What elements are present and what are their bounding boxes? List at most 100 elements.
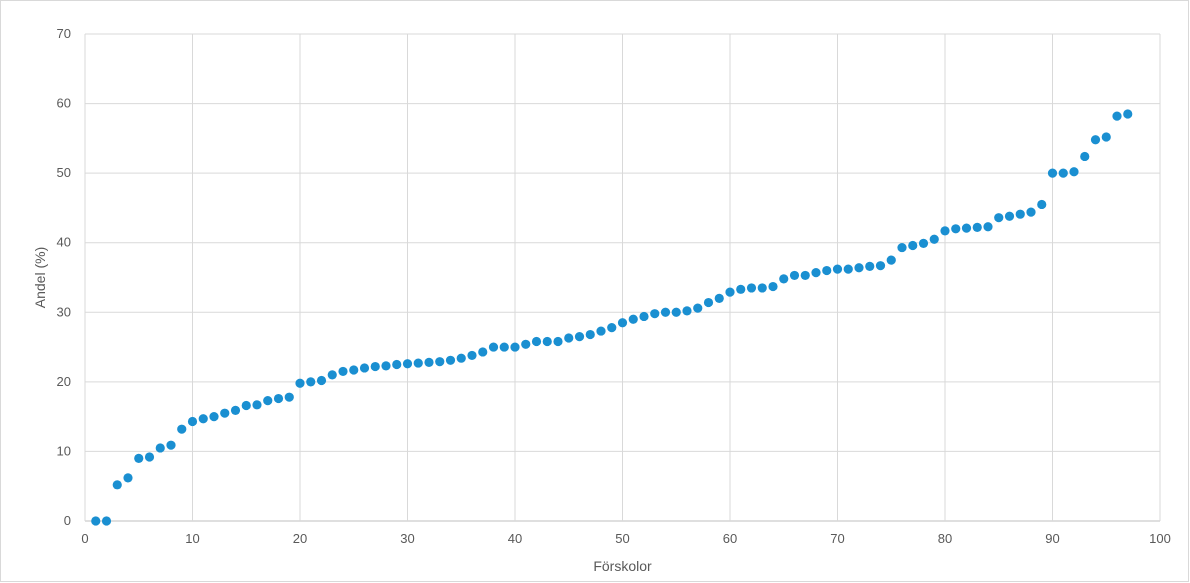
data-point	[413, 358, 423, 368]
data-point	[639, 311, 649, 322]
data-point	[435, 357, 445, 367]
data-point	[177, 424, 187, 434]
data-point	[757, 283, 767, 293]
data-point	[650, 309, 660, 319]
data-point	[381, 361, 391, 371]
data-point	[488, 342, 499, 352]
data-point	[564, 333, 574, 343]
y-tick-label: 50	[57, 165, 71, 180]
y-tick-label: 60	[57, 96, 71, 111]
data-point	[585, 329, 595, 340]
data-point	[134, 453, 144, 463]
x-tick-label: 80	[938, 531, 952, 546]
x-tick-label: 10	[185, 531, 199, 546]
data-point	[230, 405, 241, 415]
data-point	[252, 400, 262, 410]
data-point	[295, 378, 305, 388]
y-tick-label: 10	[57, 443, 71, 458]
data-point	[1058, 168, 1068, 178]
data-point	[349, 365, 359, 375]
data-point	[1015, 209, 1025, 219]
data-point	[961, 223, 972, 233]
x-tick-label: 60	[723, 531, 737, 546]
data-point	[994, 213, 1004, 223]
data-point	[703, 297, 714, 308]
data-point	[542, 336, 552, 347]
data-point	[370, 361, 380, 372]
data-point	[736, 284, 746, 294]
data-point	[779, 274, 789, 284]
data-point	[392, 359, 402, 370]
data-point	[510, 342, 520, 352]
data-point	[789, 270, 800, 281]
data-point	[1123, 109, 1133, 119]
data-point	[671, 307, 681, 317]
data-point	[155, 443, 165, 453]
data-point	[628, 314, 638, 324]
data-point	[951, 224, 961, 234]
data-point	[574, 332, 585, 342]
data-point	[832, 264, 843, 274]
data-point	[467, 350, 477, 361]
data-point	[144, 452, 155, 462]
data-point	[822, 265, 832, 276]
data-point	[886, 255, 896, 265]
data-point	[865, 261, 875, 271]
x-tick-label: 100	[1149, 531, 1171, 546]
data-point	[843, 264, 853, 274]
data-point	[1069, 167, 1079, 177]
data-point	[327, 370, 337, 380]
y-axis-title: Andel (%)	[32, 247, 48, 308]
data-point	[682, 306, 692, 316]
y-tick-label: 30	[57, 304, 71, 319]
data-point	[241, 400, 251, 411]
x-tick-label: 70	[830, 531, 844, 546]
data-point	[1101, 132, 1111, 142]
data-point	[338, 366, 348, 377]
data-point	[768, 281, 778, 292]
data-point	[187, 416, 198, 427]
x-tick-label: 40	[508, 531, 522, 546]
data-point	[478, 347, 488, 357]
data-point	[1037, 199, 1047, 210]
data-point	[972, 222, 982, 233]
data-point	[198, 414, 208, 424]
data-point	[359, 363, 370, 373]
data-point	[929, 234, 939, 244]
data-point	[101, 516, 112, 526]
x-tick-label: 0	[81, 531, 88, 546]
x-axis-title: Förskolor	[593, 558, 652, 574]
tick-labels: 0 10 20 30 40 50 60 70 0 10 20 30 40 50 60 70 80 90 100	[57, 26, 1171, 546]
y-tick-label: 20	[57, 374, 71, 389]
x-tick-label: 90	[1045, 531, 1059, 546]
data-point	[220, 408, 230, 418]
data-points	[91, 109, 1133, 526]
data-point	[263, 396, 273, 406]
gridlines	[84, 33, 1161, 522]
data-point	[424, 357, 434, 367]
data-point	[596, 326, 606, 336]
x-tick-label: 50	[615, 531, 629, 546]
data-point	[660, 307, 671, 317]
data-point	[521, 339, 531, 349]
data-point	[306, 377, 316, 387]
data-point	[284, 392, 294, 402]
data-point	[499, 342, 509, 352]
data-point	[1112, 111, 1122, 121]
y-tick-label: 0	[64, 513, 71, 528]
data-point	[940, 226, 950, 236]
data-point	[908, 240, 918, 251]
data-point	[1004, 211, 1015, 221]
data-point	[1047, 168, 1058, 178]
data-point	[456, 353, 466, 363]
data-point	[1026, 207, 1036, 217]
data-point	[693, 303, 703, 313]
data-point	[811, 268, 821, 278]
data-point	[402, 359, 413, 369]
data-point	[607, 322, 617, 333]
data-point	[617, 318, 628, 328]
x-tick-label: 20	[293, 531, 307, 546]
data-point	[445, 355, 456, 365]
data-point	[112, 480, 122, 490]
data-point	[1080, 151, 1090, 162]
